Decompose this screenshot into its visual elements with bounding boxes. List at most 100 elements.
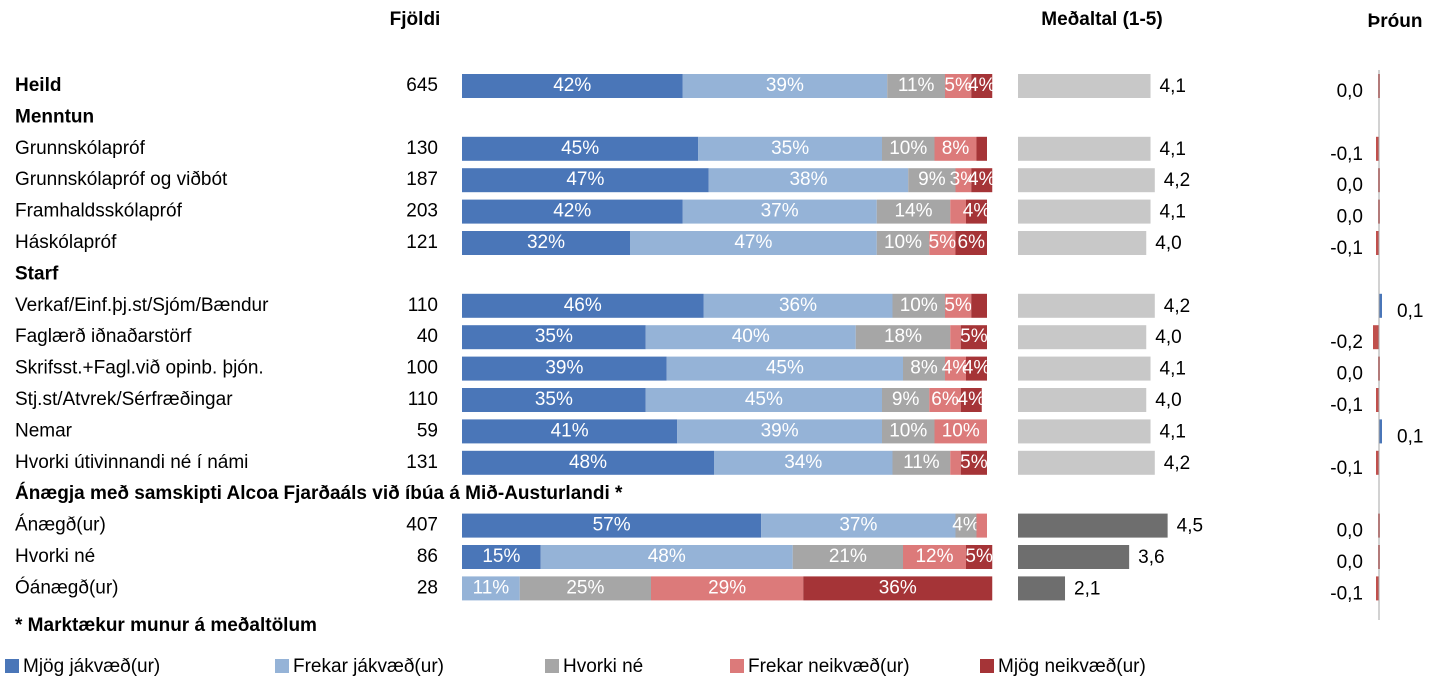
mean-bar	[1018, 74, 1151, 98]
bar-segment	[645, 325, 856, 350]
legend-swatch	[730, 659, 744, 673]
count: 28	[417, 577, 438, 598]
trend-bar	[1376, 136, 1379, 161]
trend-header: Þróun	[1368, 11, 1423, 32]
row-label: Óánægð(ur)	[15, 576, 119, 598]
bar-segment	[929, 231, 956, 255]
segment-label: 37%	[839, 515, 877, 536]
segment-label: 3%	[950, 169, 978, 190]
segment-label: 15%	[482, 546, 520, 567]
trend-label: 0,0	[1337, 521, 1363, 542]
segment-label: 11%	[898, 75, 935, 96]
segment-label: 41%	[551, 420, 589, 441]
count: 203	[406, 201, 438, 222]
segment-label: 4%	[952, 515, 980, 536]
segment-label: 5%	[929, 232, 957, 253]
row-label: Verkaf/Einf.þj.st/Sjóm/Bændur	[15, 295, 269, 316]
segment-label: 10%	[889, 420, 927, 441]
trend-bar	[1379, 419, 1382, 444]
segment-label: 10%	[942, 420, 980, 441]
count: 407	[406, 515, 438, 536]
count: 130	[406, 138, 438, 159]
segment-label: 12%	[915, 546, 953, 567]
trend-label: -0,1	[1330, 395, 1363, 416]
mean-label: 4,2	[1164, 296, 1190, 317]
mean-label: 4,1	[1160, 359, 1186, 380]
mean-label: 4,1	[1160, 421, 1186, 442]
segment-label: 45%	[766, 358, 804, 379]
trend-label: 0,0	[1337, 81, 1363, 102]
segment-label: 5%	[965, 546, 993, 567]
trend-label: -0,1	[1330, 238, 1363, 259]
bar-segment	[630, 231, 877, 255]
bar-segment	[882, 419, 935, 444]
trend-bar	[1376, 388, 1379, 412]
segment-label: 5%	[944, 75, 972, 96]
mean-label: 2,1	[1074, 578, 1100, 599]
segment-label: 10%	[889, 138, 927, 159]
mean-bar	[1018, 419, 1151, 444]
bar-segment	[519, 576, 651, 601]
bar-segment	[761, 513, 956, 538]
legend-swatch	[545, 659, 559, 673]
row-label: Ánægð(ur)	[15, 515, 106, 536]
row-label: Skrifsst.+Fagl.við opinb. þjón.	[15, 358, 264, 379]
bar-segment	[903, 545, 966, 569]
segment-label: 36%	[879, 577, 917, 598]
row-label: Starf	[15, 263, 59, 284]
segment-label: 8%	[942, 138, 970, 159]
row-label: Stj.st/Atvrek/Sérfræðingar	[15, 389, 233, 410]
bar-segment	[462, 356, 667, 381]
mean-label: 3,6	[1138, 547, 1164, 568]
segment-label: 9%	[918, 169, 946, 190]
trend-label: 0,0	[1337, 175, 1363, 196]
bar-segment	[876, 199, 951, 224]
mean-label: 4,0	[1155, 327, 1181, 348]
bar-segment	[462, 325, 646, 350]
segment-label: 9%	[892, 389, 920, 410]
trend-label: 0,0	[1337, 364, 1363, 385]
bar-segment	[892, 450, 951, 475]
bar-segment	[682, 74, 888, 98]
trend-label: -0,1	[1330, 458, 1363, 479]
bar-segment	[929, 388, 961, 412]
segment-label: 45%	[745, 389, 783, 410]
segment-label: 29%	[708, 577, 746, 598]
bar-segment	[803, 576, 993, 601]
segment-label: 42%	[553, 201, 591, 222]
count: 40	[417, 326, 438, 347]
segment-label: 45%	[561, 138, 599, 159]
trend-label: -0,1	[1330, 144, 1363, 165]
bar-segment	[950, 450, 961, 475]
bar-segment	[677, 419, 882, 444]
bar-segment	[462, 168, 709, 193]
segment-label: 35%	[535, 389, 573, 410]
segment-label: 8%	[910, 358, 938, 379]
legend-swatch	[980, 659, 994, 673]
legend-label: Hvorki né	[563, 656, 643, 677]
bar-segment	[945, 293, 972, 318]
segment-label: 6%	[931, 389, 959, 410]
mean-label: 4,1	[1160, 76, 1186, 97]
segment-label: 39%	[761, 420, 799, 441]
bar-segment	[462, 419, 678, 444]
mean-bar	[1018, 576, 1066, 601]
row-label: Ánægja með samskipti Alcoa Fjarðaáls við…	[15, 482, 623, 504]
mean-bar	[1018, 450, 1155, 475]
legend-label: Mjög neikvæð(ur)	[998, 656, 1146, 677]
bar-segment	[966, 199, 987, 224]
bar-segment	[887, 74, 945, 98]
segment-label: 35%	[771, 138, 809, 159]
segment-label: 47%	[566, 169, 604, 190]
mean-bar	[1018, 325, 1147, 350]
trend-bar	[1376, 231, 1379, 255]
row-label: Grunnskólapróf	[15, 138, 146, 159]
segment-label: 11%	[473, 577, 510, 598]
count: 110	[408, 295, 438, 316]
bar-segment	[960, 388, 982, 412]
mean-bar	[1018, 388, 1147, 412]
mean-bar	[1018, 513, 1168, 538]
bar-segment	[462, 74, 683, 98]
bar-segment	[971, 74, 993, 98]
segment-label: 4%	[963, 358, 991, 379]
